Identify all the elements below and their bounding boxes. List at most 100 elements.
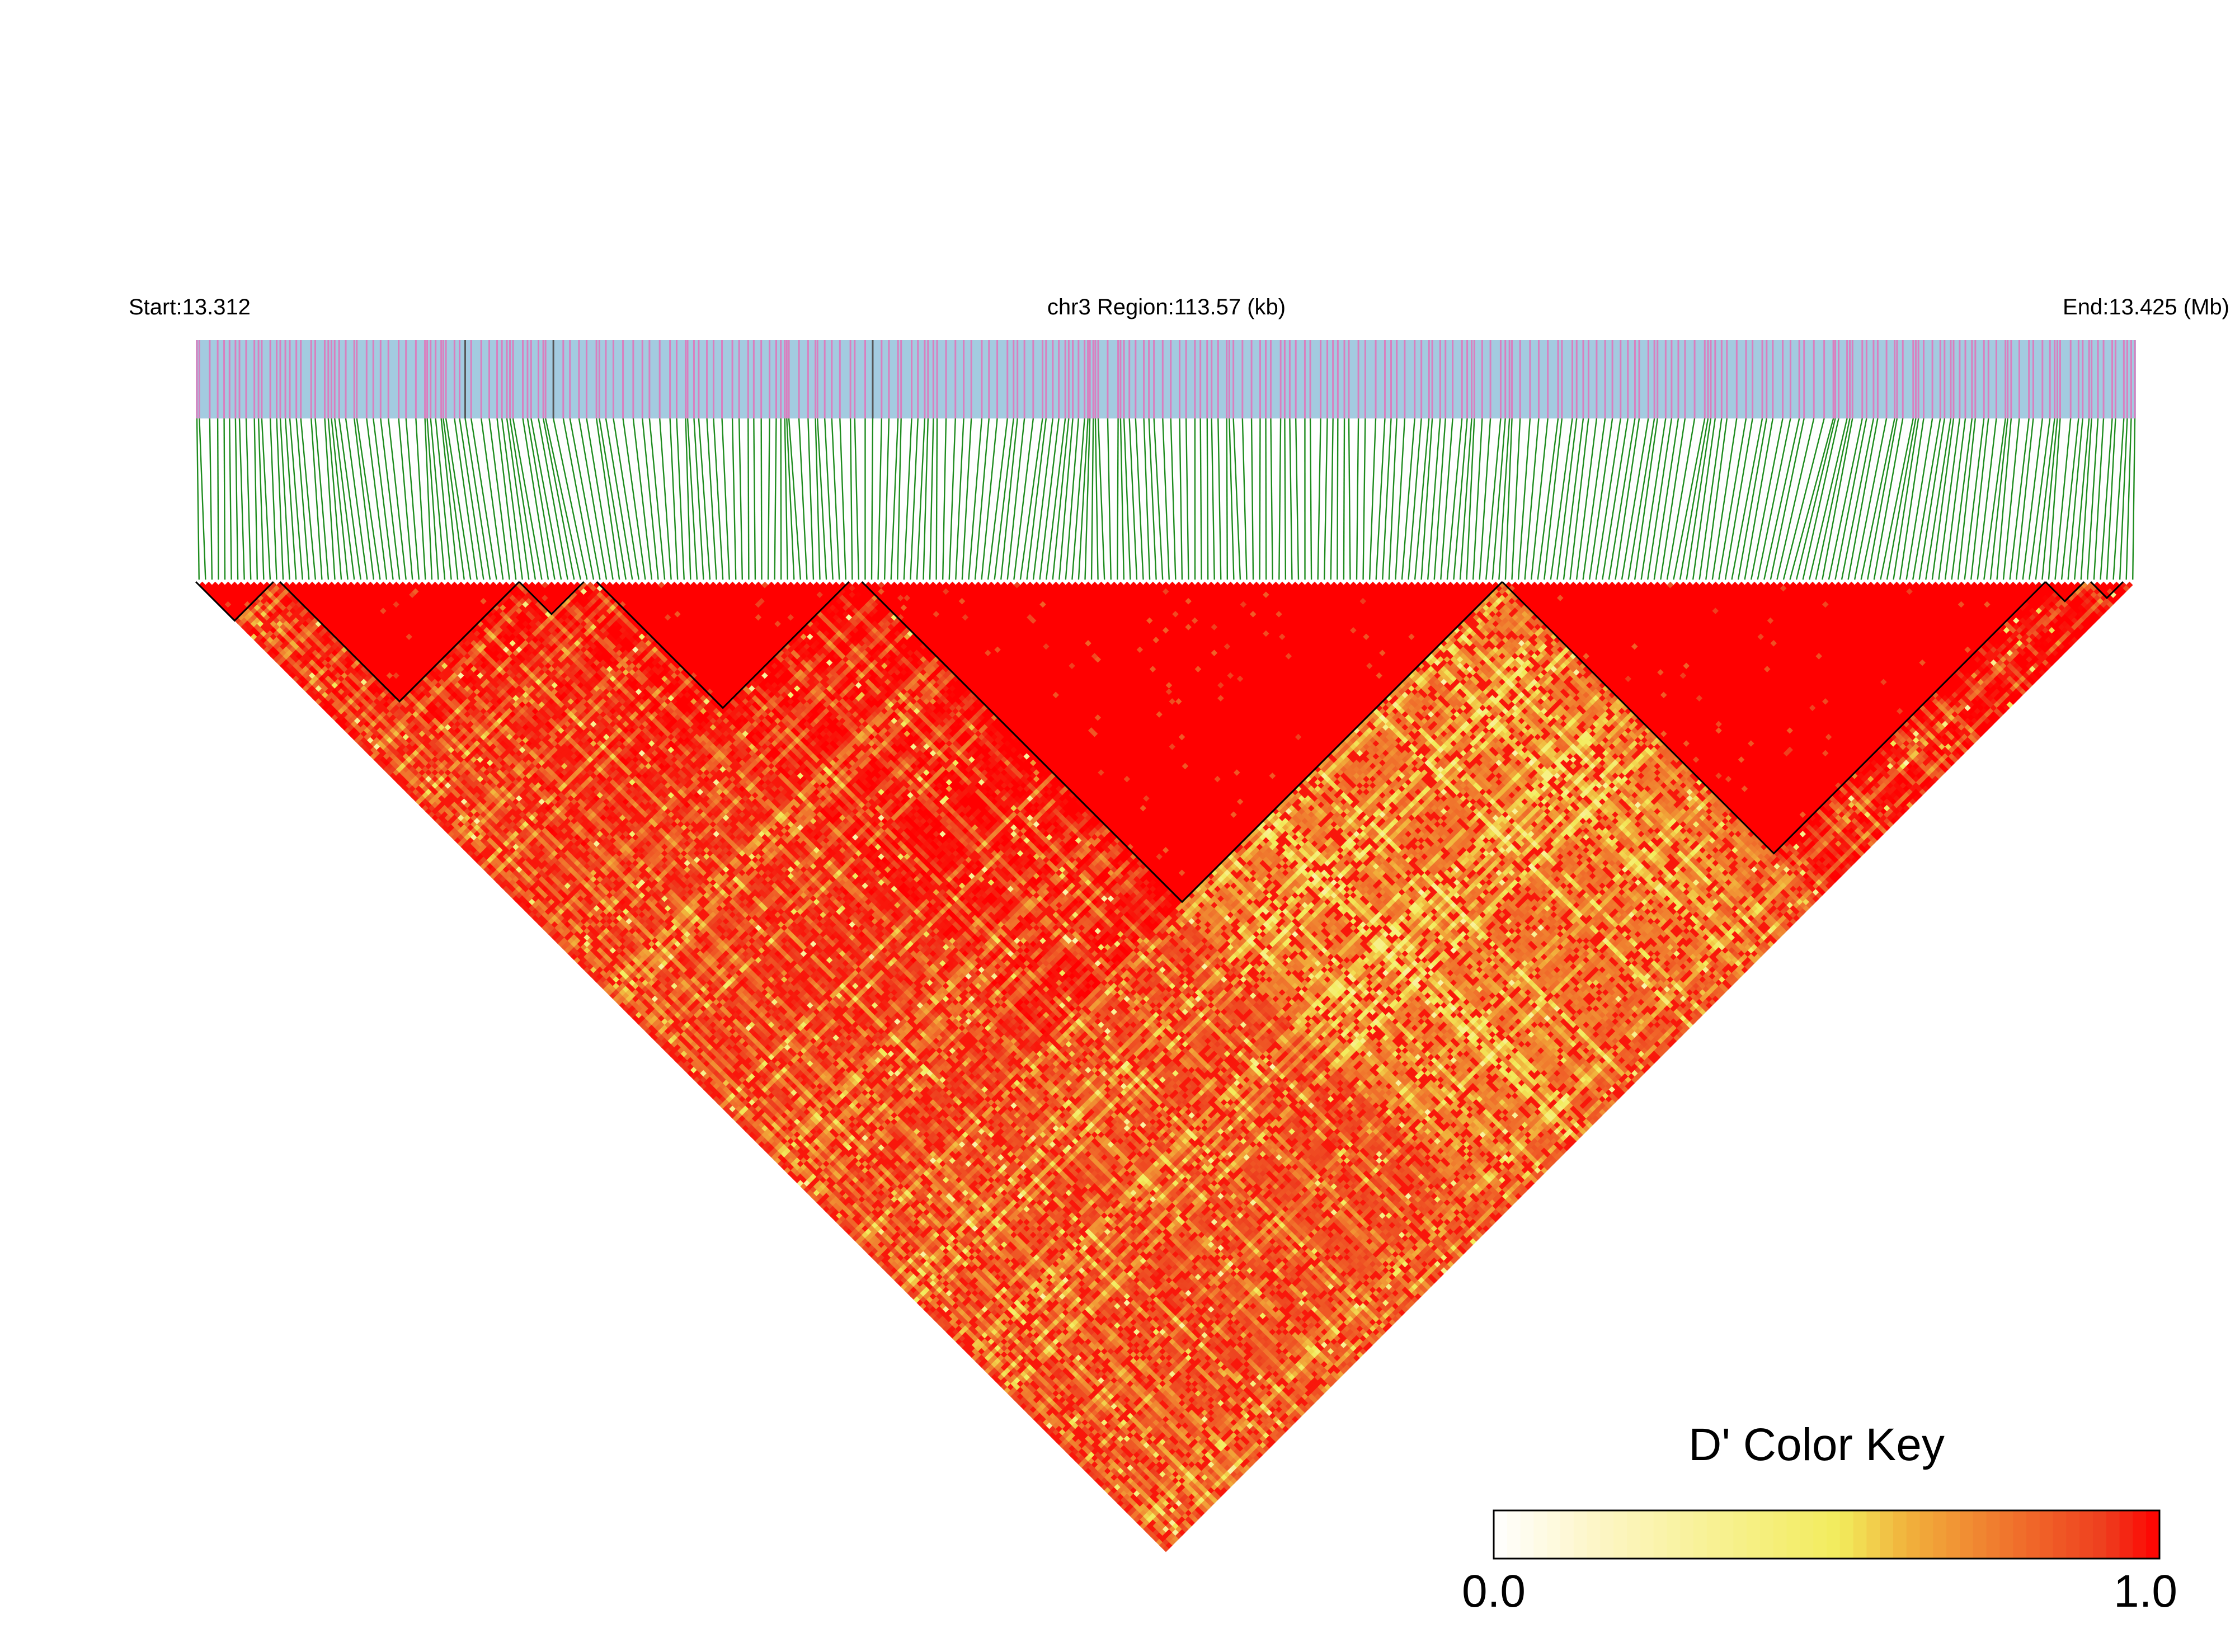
ld-cell [322, 704, 329, 712]
snp-connector-line [1143, 418, 1151, 580]
snp-connector-line [366, 418, 388, 580]
ld-cell [1062, 1438, 1069, 1446]
snp-connector-line [470, 418, 497, 580]
snp-connector-line [522, 418, 549, 580]
snp-connector-line [1019, 418, 1043, 580]
ld-cell [480, 856, 487, 864]
snp-connector-line [289, 418, 303, 580]
snp-connector-line [284, 418, 297, 580]
snp-connector-line [1705, 418, 1728, 580]
ld-cell [460, 837, 468, 844]
ld-cell [502, 885, 510, 893]
ld-cell [1120, 1503, 1127, 1510]
ld-cell [991, 1373, 998, 1381]
ld-cell [613, 989, 620, 996]
snp-connector-line [613, 418, 640, 580]
ld-cell [851, 1228, 859, 1235]
ld-cell [751, 1128, 759, 1135]
snp-connector-line [831, 418, 840, 580]
ld-cell [383, 759, 390, 766]
snp-connector-line [380, 418, 401, 580]
ld-cell [671, 1053, 678, 1061]
snp-connector-line [1491, 418, 1506, 580]
ld-cell [490, 866, 497, 873]
ld-cell [221, 591, 229, 599]
ld-cell [237, 620, 245, 628]
ld-cell [1127, 1509, 1134, 1517]
snp-connector-line [1880, 418, 1914, 580]
snp-connector-line [1853, 418, 1888, 580]
ld-cell [386, 756, 393, 764]
ld-cell [302, 679, 309, 686]
snp-connector-line [1905, 418, 1933, 580]
ld-cell [289, 672, 297, 679]
ld-cell [829, 1206, 836, 1213]
snp-connector-line [1640, 418, 1667, 580]
ld-cell [409, 785, 416, 793]
ld-cell [855, 1237, 863, 1245]
snp-connector-line [910, 418, 919, 580]
ld-cell [913, 1296, 921, 1303]
snp-connector-line [1504, 418, 1513, 580]
ld-cell [506, 888, 513, 896]
ld-cell [1036, 1419, 1043, 1426]
snp-connector-line [257, 418, 265, 580]
ld-cell [211, 594, 219, 602]
ld-cell [273, 649, 280, 657]
ld-cell [722, 1099, 730, 1106]
snp-connector-line [1660, 418, 1686, 580]
ld-cell [412, 782, 420, 789]
snp-connector-line [786, 418, 795, 580]
ld-cell [415, 785, 422, 793]
snp-connector-line [1666, 418, 1696, 580]
ld-cell [667, 1044, 675, 1051]
snp-connector-line [721, 418, 730, 580]
snp-connector-line [753, 418, 756, 580]
snp-connector-line [1770, 418, 1805, 580]
snp-connector-line [530, 418, 562, 580]
snp-position-track [196, 340, 2136, 418]
snp-connector-line [1211, 418, 1215, 580]
region-end-label: End:13.425 (Mb) [2063, 295, 2229, 319]
snp-connector-line [1185, 418, 1189, 580]
snp-connector-line [1621, 418, 1649, 580]
snp-connector-line [669, 418, 679, 580]
ld-cell [328, 698, 335, 705]
ld-cell [454, 830, 462, 837]
snp-connector-line [356, 418, 381, 580]
snp-connector-line [496, 418, 517, 580]
snp-connector-line [1206, 418, 1209, 580]
ld-cell [270, 639, 277, 647]
ld-cell [322, 698, 329, 705]
snp-connector-line [373, 418, 394, 580]
snp-connector-line [1893, 418, 1919, 580]
snp-connector-line [1278, 418, 1282, 580]
snp-connector-line [512, 418, 543, 580]
snp-connector-line [1996, 418, 2012, 580]
ld-cell [1123, 1506, 1131, 1513]
ld-cell [373, 750, 380, 757]
snp-connector-line [1873, 418, 1904, 580]
snp-connector-line [1944, 418, 1966, 580]
ld-cell [803, 1179, 811, 1187]
snp-connector-line [1324, 418, 1328, 580]
ld-cell [1017, 1393, 1024, 1400]
ld-cell [687, 1070, 694, 1077]
ld-cell [564, 940, 571, 948]
ld-cell [642, 1018, 649, 1025]
snp-connector-line [234, 418, 239, 580]
snp-connector-line [1440, 418, 1453, 580]
ld-cell [454, 837, 462, 844]
snp-connector-line [1647, 418, 1673, 580]
snp-connector-line [1918, 418, 1946, 580]
snp-connector-line [1731, 418, 1763, 580]
snp-connector-line [1737, 418, 1767, 580]
ld-cell [884, 1267, 892, 1274]
snp-connector-line [1899, 418, 1925, 580]
snp-connector-line [398, 418, 413, 580]
snp-connector-line [310, 418, 323, 580]
snp-connector-line [1284, 418, 1287, 580]
ld-cell [994, 1377, 1001, 1384]
ld-cell [538, 914, 545, 922]
ld-cell [855, 1231, 863, 1239]
